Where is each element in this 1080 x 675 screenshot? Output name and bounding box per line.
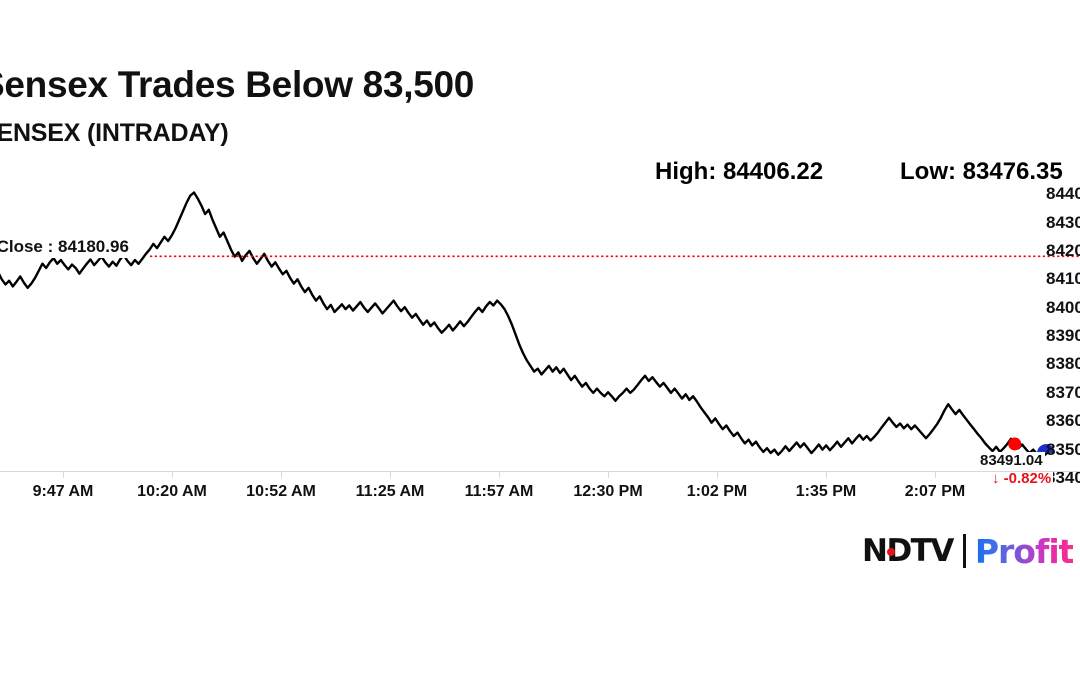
x-axis-tick: 12:30 PM (573, 483, 643, 500)
high-value: High: 84406.22 (655, 158, 824, 185)
y-axis-tick: 84200 (1046, 240, 1080, 260)
x-axis-tick: 10:20 AM (137, 483, 207, 500)
y-axis-tick: 83700 (1046, 382, 1080, 402)
x-axis-line (0, 471, 1080, 472)
y-axis-tick: 83500 (1046, 439, 1080, 459)
last-price-value: 83491.04 (978, 452, 1045, 469)
x-axis-tick-mark (63, 471, 64, 478)
x-axis-tick: 9:47 AM (32, 483, 94, 500)
y-axis-tick: 83800 (1046, 354, 1080, 374)
x-axis-tick: 1:02 PM (686, 483, 748, 500)
intraday-line-chart (0, 168, 1080, 473)
y-axis-tick: 83400 (1046, 468, 1080, 487)
y-axis-tick: 84300 (1046, 212, 1080, 232)
x-axis-tick: 2:07 PM (904, 483, 966, 500)
high-low-row: High: 84406.22 Low: 83476.35 (0, 158, 1080, 190)
x-axis-tick: 1:35 PM (795, 483, 857, 500)
y-axis-tick: 84000 (1046, 297, 1080, 317)
ndtv-wordmark: NDTV (862, 532, 954, 569)
y-axis-tick: 83600 (1046, 411, 1080, 431)
x-axis-tick-mark (826, 471, 827, 478)
page-title: Sensex Trades Below 83,500 (0, 64, 475, 105)
x-axis-tick-mark (390, 471, 391, 478)
x-axis-tick-mark (499, 471, 500, 478)
ndtv-text: NDTV (862, 532, 954, 569)
x-axis-tick: 11:25 AM (355, 483, 425, 500)
profit-wordmark: Profit (974, 531, 1075, 571)
page-subtitle: SENSEX (INTRADAY) (0, 119, 229, 147)
y-axis: 84400 84300 84200 84100 84000 83900 83800 83700… (1046, 168, 1080, 488)
price-line (0, 191, 1050, 457)
low-value: Low: 83476.35 (900, 158, 1063, 185)
x-axis-tick-mark (717, 471, 718, 478)
arrow-down-icon: ↓ (992, 470, 1000, 487)
x-axis-tick-mark (608, 471, 609, 478)
logo-divider (962, 534, 966, 568)
last-price-markers (1008, 437, 1055, 454)
x-axis-tick: 10:52 AM (246, 483, 316, 500)
y-axis-tick: 84100 (1046, 269, 1080, 289)
chart-svg (0, 191, 1080, 457)
change-percent: -0.82% (1003, 470, 1052, 487)
last-price-change: ↓ -0.82% (990, 470, 1054, 487)
ndtv-profit-logo: NDTV Profit (862, 531, 1075, 571)
x-axis-tick-mark (281, 471, 282, 478)
x-axis-tick: 11:57 AM (464, 483, 534, 500)
logo-dot-icon (887, 547, 895, 556)
y-axis-tick: 83900 (1046, 326, 1080, 346)
y-axis-tick: 84400 (1046, 184, 1080, 204)
x-axis-tick-mark (172, 471, 173, 478)
x-axis-tick-mark (935, 471, 936, 478)
prev-close-label: Prev Close : 84180.96 (0, 236, 132, 258)
